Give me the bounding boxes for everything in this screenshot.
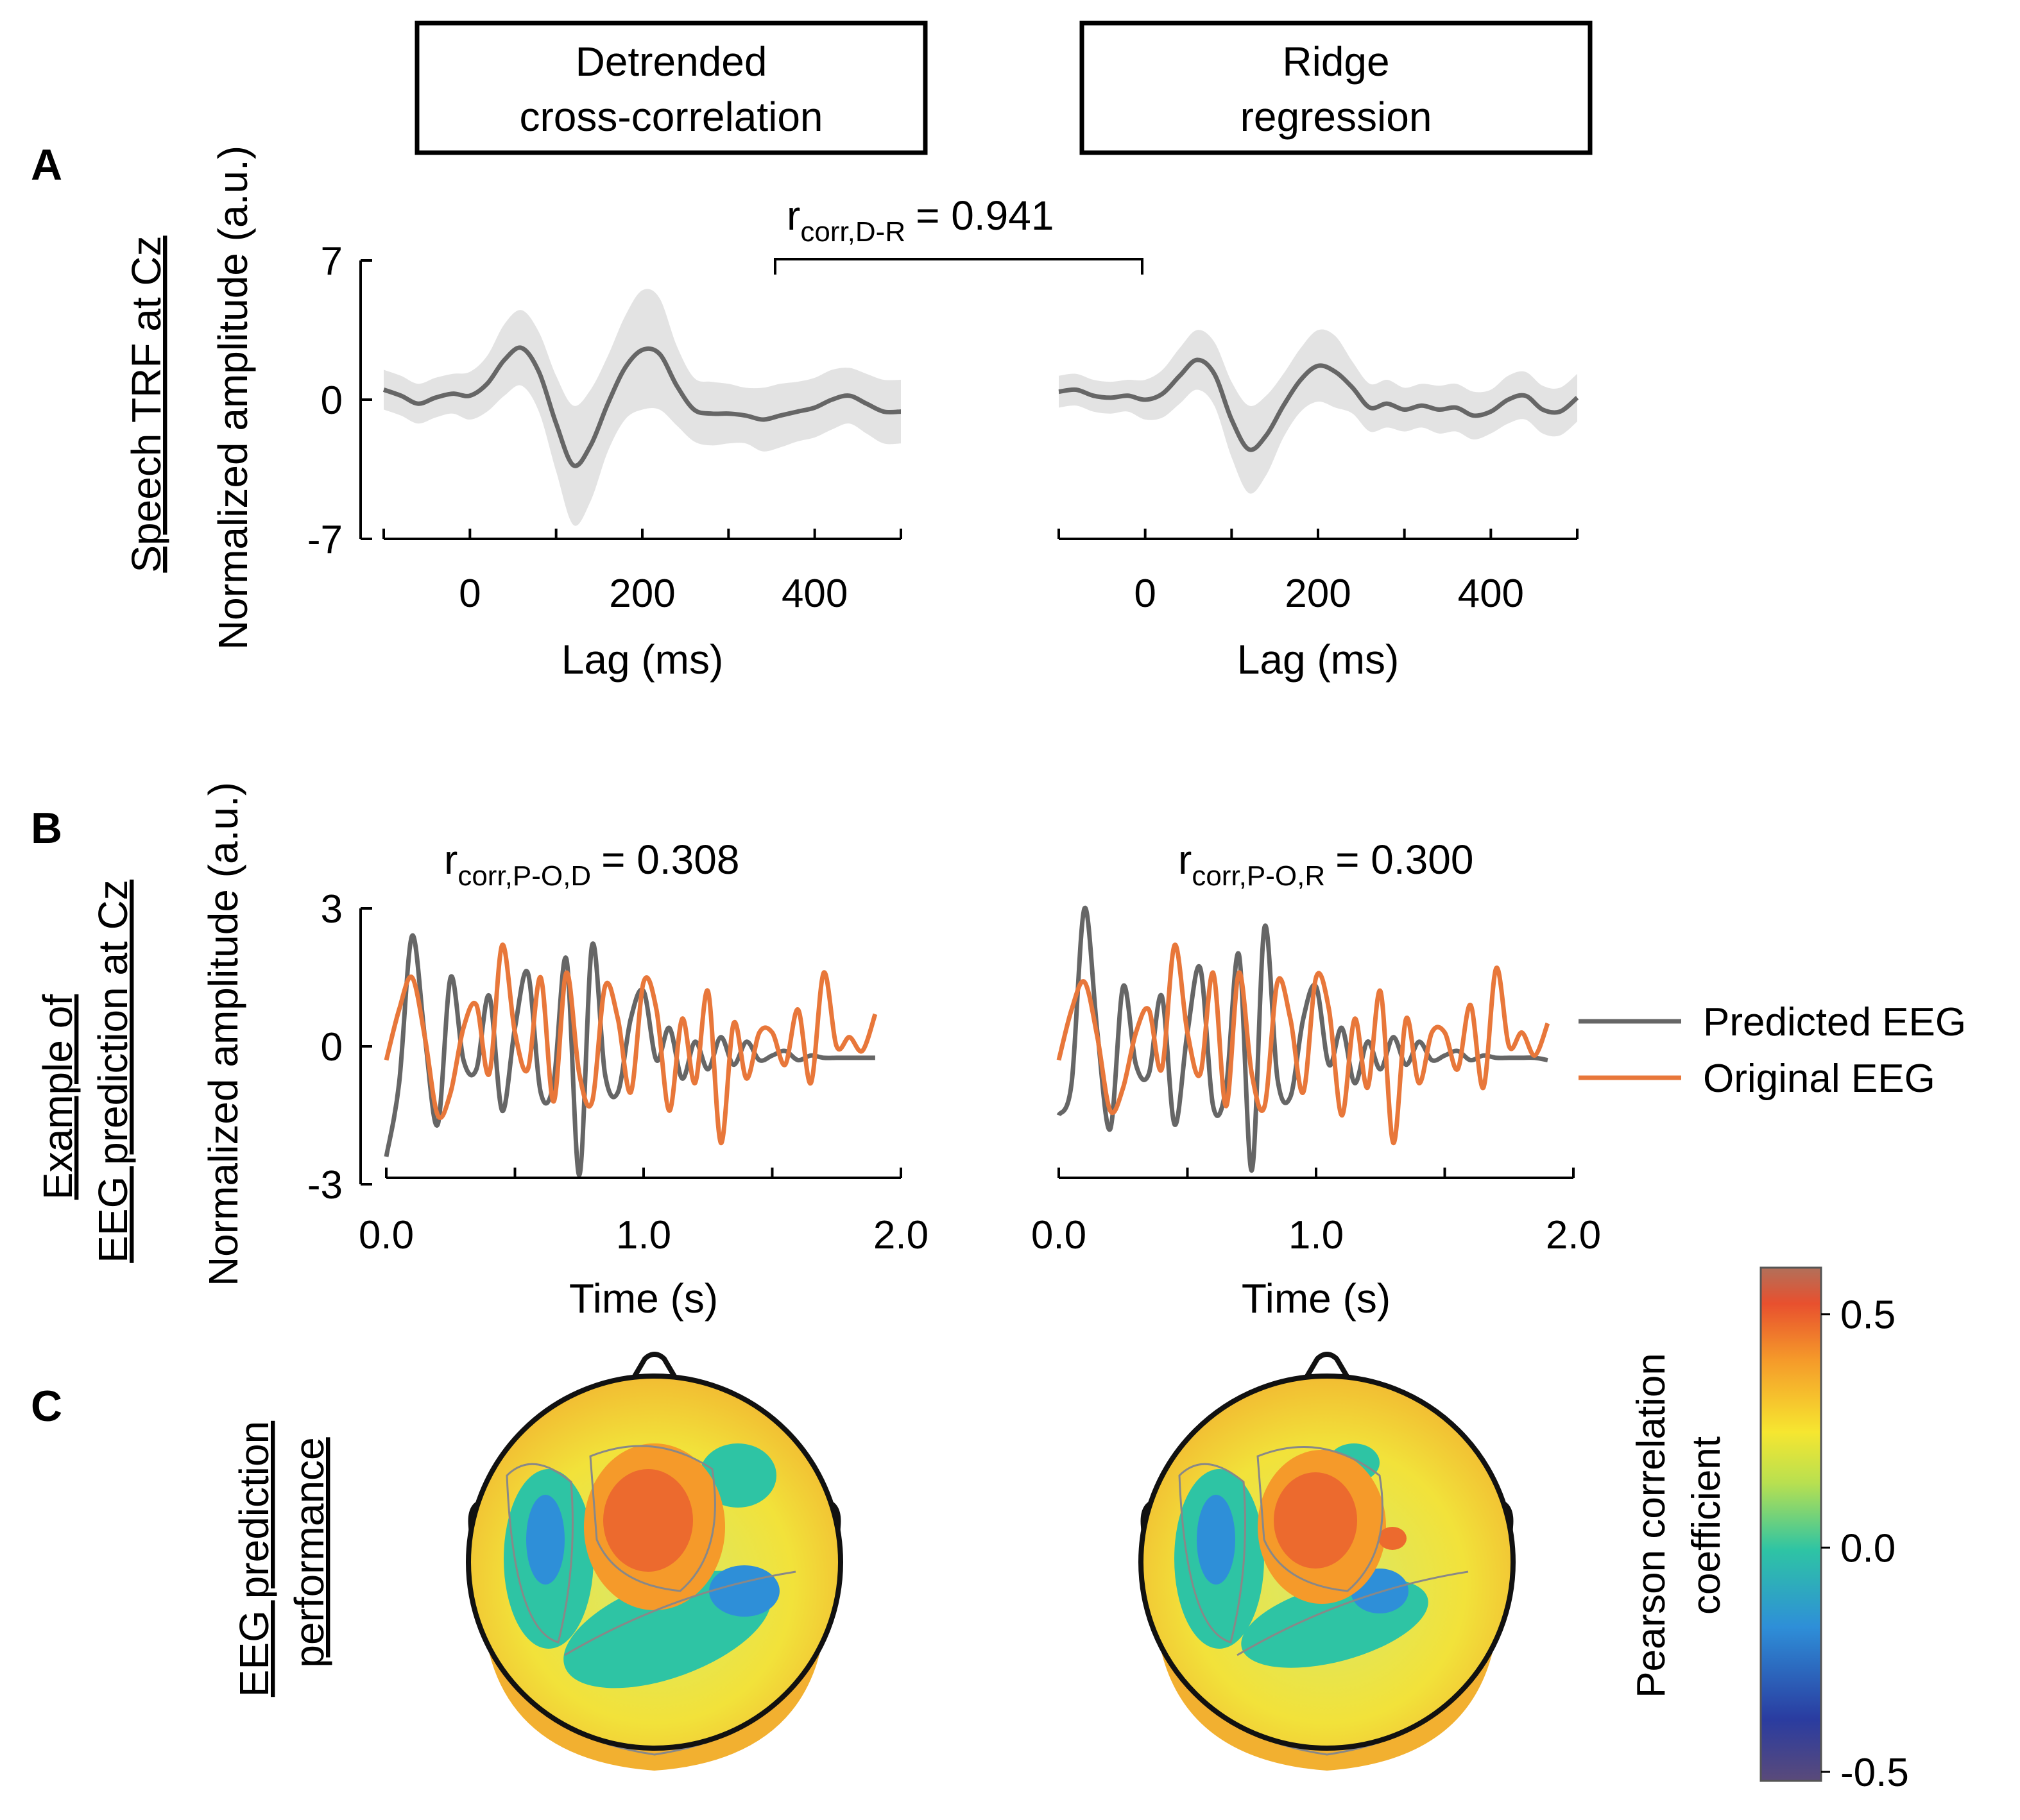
x-tick-label: 0 [459,572,481,616]
panel-label-c: C [31,1382,62,1431]
row-label-c-line1: EEG prediction [231,1421,277,1697]
topomap-ridge [1138,1352,1516,1771]
nose-right [1302,1352,1352,1382]
row-label-c-line2: performance [286,1437,332,1667]
colorbar-ticks: 0.5 0.0 -0.5 [1821,1293,1909,1795]
annotation-b-left: rcorr,P-O,D = 0.308 [444,837,739,892]
panel-label-a: A [31,140,62,189]
x-tick-label: 1.0 [616,1213,671,1257]
panel-label-b: B [31,804,62,853]
colorbar-tick-label: 0.5 [1840,1293,1896,1338]
colorbar-title-line2: coefficient [1684,1436,1729,1615]
x-tick-label: 200 [1285,572,1351,616]
annotation-b-right: rcorr,P-O,R = 0.300 [1178,837,1473,892]
trf-mean-line [1058,357,1579,452]
x-tick-label: 200 [609,572,675,616]
x-tick-label: 400 [1458,572,1524,616]
chart-b-ridge: 0.0 1.0 2.0 Time (s) [1031,905,1601,1322]
original-eeg-line [1056,942,1550,1146]
head-outline-right [1138,1374,1516,1751]
chart-b-detrended: 0.0 1.0 2.0 Time (s) 3 0 -3 [307,887,929,1322]
colorbar [1759,1266,1822,1782]
header-left-line1: Detrended [576,38,767,85]
legend-original-label: Original EEG [1703,1057,1935,1101]
topomap-detrended [466,1352,843,1771]
y-tick-label: 0 [321,378,343,423]
header-left-line2: cross-correlation [519,94,823,140]
trf-mean-line [382,345,902,468]
x-tick-label: 1.0 [1288,1213,1344,1257]
legend-predicted-label: Predicted EEG [1703,1000,1966,1044]
colorbar-title-line1: Pearson correlation [1629,1353,1673,1698]
chart-a-ridge: 0 200 400 Lag (ms) [1057,329,1579,683]
header-right-line2: regression [1240,94,1432,140]
row-label-b-line1: Example of [35,994,81,1200]
y-axis-title-b: Normalized amplitude (a.u.) [200,782,246,1286]
confidence-band [1059,329,1577,494]
nose-left [629,1352,680,1382]
x-tick-label: 2.0 [1546,1213,1601,1257]
predicted-eeg-line [384,933,875,1178]
header-box-right [1079,21,1593,155]
x-axis-title: Time (s) [569,1275,718,1322]
colorbar-tick-label: -0.5 [1840,1751,1909,1795]
x-tick-label: 2.0 [873,1213,929,1257]
y-tick-label: 0 [321,1025,343,1069]
y-axis-title-a: Normalized amplitude (a.u.) [210,146,256,650]
y-tick-label: -7 [307,518,343,562]
corr-bracket [774,258,1143,275]
original-eeg-line [384,942,878,1146]
row-label-a: Speech TRF at Cz [123,235,169,572]
x-axis-title: Lag (ms) [1237,636,1399,683]
x-axis-title: Time (s) [1242,1275,1391,1322]
y-tick-label: 7 [321,239,343,284]
predicted-eeg-line [1056,905,1548,1173]
chart-a-detrended: 0 200 400 Lag (ms) 7 0 -7 [307,239,902,683]
header-box-left [415,21,928,155]
x-tick-label: 0.0 [1031,1213,1086,1257]
row-label-b-line2: EEG prediction at Cz [90,880,136,1263]
y-tick-label: 3 [321,887,343,931]
x-tick-label: 0.0 [359,1213,414,1257]
header-right-line1: Ridge [1282,38,1389,85]
confidence-band [384,289,901,526]
y-tick-label: -3 [307,1163,343,1207]
head-outline-left [466,1374,843,1751]
x-tick-label: 0 [1134,572,1156,616]
x-axis-title: Lag (ms) [561,636,724,683]
colorbar-tick-label: 0.0 [1840,1526,1896,1570]
annotation-a-corr: rcorr,D-R = 0.941 [787,192,1054,248]
x-tick-label: 400 [782,572,848,616]
